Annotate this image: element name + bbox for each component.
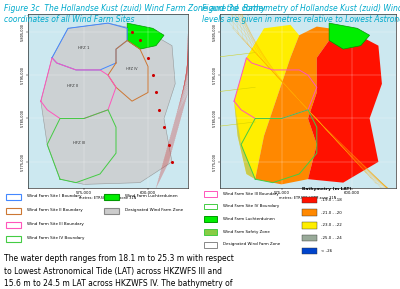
Text: HFZ II: HFZ II: [67, 84, 78, 88]
Text: Wind Farm Luchterduinen: Wind Farm Luchterduinen: [223, 217, 275, 221]
FancyBboxPatch shape: [104, 208, 119, 214]
Point: [161, 125, 167, 129]
FancyBboxPatch shape: [204, 229, 217, 235]
FancyBboxPatch shape: [204, 204, 217, 210]
Polygon shape: [234, 25, 299, 179]
FancyBboxPatch shape: [6, 208, 21, 214]
Point: [166, 142, 172, 147]
Text: -21.0 - -20: -21.0 - -20: [321, 211, 342, 215]
Text: Bathymetry (m LAT): Bathymetry (m LAT): [302, 187, 351, 191]
Text: Wind Farm Site III Boundary: Wind Farm Site III Boundary: [27, 222, 84, 226]
Text: Wind Farm Site IV Boundary: Wind Farm Site IV Boundary: [223, 204, 279, 208]
FancyBboxPatch shape: [204, 242, 217, 248]
Text: Designated Wind Farm Zone: Designated Wind Farm Zone: [125, 208, 183, 212]
Text: Figure 3c  The Hollandse Kust (zuid) Wind Farm Zone and the corner
coordinates o: Figure 3c The Hollandse Kust (zuid) Wind…: [4, 4, 266, 25]
Text: Wind Farm Site IV Boundary: Wind Farm Site IV Boundary: [27, 236, 84, 240]
Text: Wind Farm Site III Boundary: Wind Farm Site III Boundary: [223, 192, 279, 196]
FancyBboxPatch shape: [302, 222, 317, 229]
Text: Figure 3d  Bathymetry of Hollandse Kust (zuid) Wind Farm Zone. Seabed
levels are: Figure 3d Bathymetry of Hollandse Kust (…: [202, 4, 400, 25]
Text: Wind Farm Site I Boundary: Wind Farm Site I Boundary: [27, 194, 82, 198]
Text: -19.0 - -18: -19.0 - -18: [321, 198, 342, 202]
Point: [145, 55, 151, 60]
FancyBboxPatch shape: [204, 216, 217, 222]
Text: Wind Farm Luchterduinen: Wind Farm Luchterduinen: [125, 194, 178, 198]
X-axis label: metres: ETRS89 / UTM zone 31N: metres: ETRS89 / UTM zone 31N: [279, 196, 337, 200]
Text: HFZ 1: HFZ 1: [78, 46, 90, 50]
Polygon shape: [127, 23, 164, 49]
Point: [129, 29, 135, 34]
Text: Wind Farm Safety Zone: Wind Farm Safety Zone: [223, 230, 270, 234]
FancyBboxPatch shape: [302, 210, 317, 216]
Text: Designated Wind Farm Zone: Designated Wind Farm Zone: [223, 242, 280, 247]
Text: The water depth ranges from 18.1 m to 25.3 m with respect
to Lowest Astronomical: The water depth ranges from 18.1 m to 25…: [4, 254, 234, 289]
X-axis label: metres: ETRS89 / UTM zone 31N: metres: ETRS89 / UTM zone 31N: [79, 196, 137, 200]
Point: [156, 108, 162, 112]
FancyBboxPatch shape: [302, 248, 317, 254]
Polygon shape: [255, 27, 329, 184]
Point: [153, 90, 159, 95]
FancyBboxPatch shape: [6, 222, 21, 228]
Text: < -26: < -26: [321, 249, 332, 253]
Polygon shape: [234, 101, 255, 179]
Point: [137, 38, 143, 43]
Point: [169, 160, 175, 164]
Text: -23.0 - -22: -23.0 - -22: [321, 223, 342, 227]
Polygon shape: [329, 23, 370, 49]
FancyBboxPatch shape: [6, 236, 21, 242]
Text: Wind Farm Site II Boundary: Wind Farm Site II Boundary: [27, 208, 83, 212]
FancyBboxPatch shape: [302, 235, 317, 241]
Polygon shape: [308, 28, 382, 183]
Text: -25.0 - -24: -25.0 - -24: [321, 236, 342, 240]
FancyBboxPatch shape: [204, 191, 217, 197]
FancyBboxPatch shape: [302, 197, 317, 203]
Polygon shape: [41, 23, 175, 184]
Text: HFZ IV: HFZ IV: [126, 67, 138, 71]
Point: [150, 73, 156, 77]
FancyBboxPatch shape: [6, 194, 21, 200]
FancyBboxPatch shape: [104, 194, 119, 200]
Text: HFZ III: HFZ III: [73, 142, 85, 145]
